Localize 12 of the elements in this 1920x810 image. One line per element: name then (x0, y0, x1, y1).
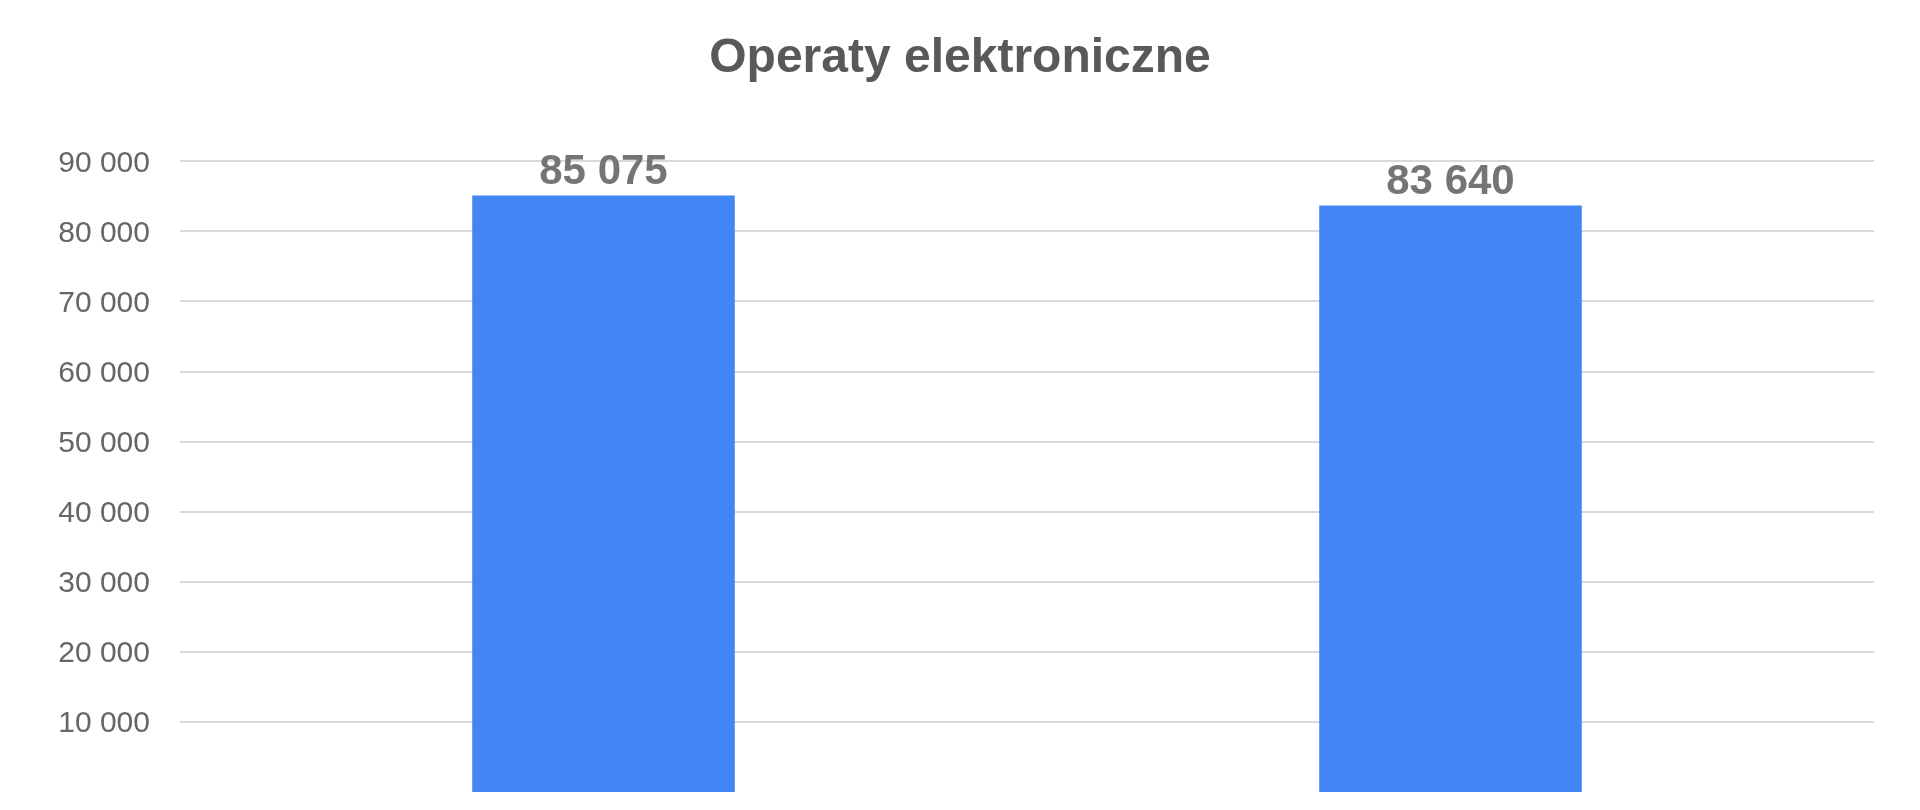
y-tick-label: 60 000 (58, 354, 150, 388)
y-tick-label: 10 000 (58, 705, 150, 739)
y-tick-label: 40 000 (58, 495, 150, 529)
chart-title: Operaty elektroniczne (709, 28, 1211, 82)
y-tick-label: 70 000 (58, 284, 150, 318)
data-label: 85 075 (539, 146, 668, 194)
y-tick-label: 20 000 (58, 635, 150, 669)
y-tick-label: 50 000 (58, 424, 150, 458)
y-tick-label: 90 000 (58, 144, 150, 178)
y-tick-label: 30 000 (58, 565, 150, 599)
y-tick-label: 80 000 (58, 214, 150, 248)
data-label: 83 640 (1386, 156, 1515, 204)
